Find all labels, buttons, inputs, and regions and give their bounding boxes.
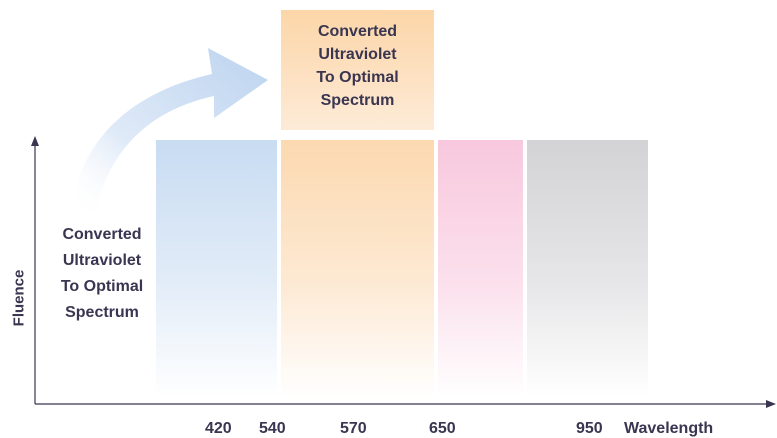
band-orange bbox=[281, 140, 434, 398]
band-pink bbox=[438, 140, 523, 398]
top-box-line-3: To Optimal bbox=[316, 69, 399, 86]
x-tick-540: 540 bbox=[259, 420, 286, 437]
left-text: Converted Ultraviolet To Optimal Spectru… bbox=[40, 222, 164, 326]
x-tick-650: 650 bbox=[429, 420, 456, 437]
left-text-line-1: Converted bbox=[62, 226, 142, 243]
left-text-line-4: Spectrum bbox=[65, 304, 139, 321]
x-tick-950: 950 bbox=[576, 420, 603, 437]
x-tick-570: 570 bbox=[340, 420, 367, 437]
band-gray bbox=[527, 140, 648, 398]
left-text-line-3: To Optimal bbox=[60, 278, 144, 295]
curved-arrow-icon bbox=[72, 48, 268, 212]
x-axis-arrowhead-icon bbox=[766, 400, 776, 408]
top-box-text: Converted Ultraviolet To Optimal Spectru… bbox=[281, 20, 434, 112]
band-blue bbox=[156, 140, 277, 398]
y-axis-arrowhead-icon bbox=[31, 136, 39, 146]
y-axis-title-text: Fluence bbox=[10, 269, 28, 327]
converted-spectrum-box bbox=[281, 10, 434, 130]
x-axis-title: Wavelength bbox=[624, 420, 714, 437]
y-axis-title: Fluence bbox=[8, 258, 30, 338]
left-text-line-2: Ultraviolet bbox=[62, 252, 142, 269]
top-box-line-4: Spectrum bbox=[320, 92, 395, 109]
top-box-line-2: Ultraviolet bbox=[318, 46, 397, 63]
x-tick-420: 420 bbox=[205, 420, 232, 437]
top-box-line-1: Converted bbox=[317, 23, 398, 40]
